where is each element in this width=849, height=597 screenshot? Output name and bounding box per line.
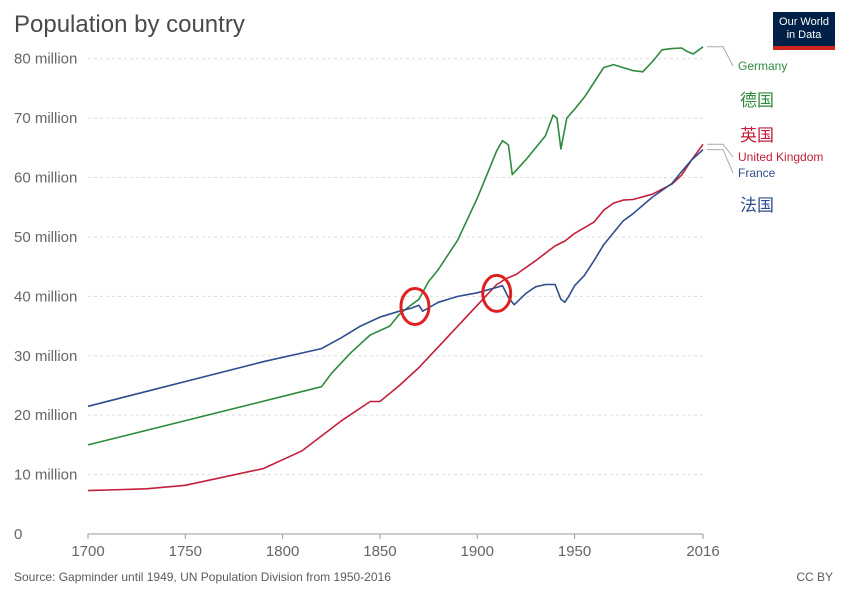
y-tick-label: 50 million — [14, 229, 77, 246]
legend: Germany 德国 United Kingdom 英国 France 法国 — [707, 46, 823, 216]
y-tick-label: 70 million — [14, 110, 77, 127]
series-annotation-label: 法国 — [740, 196, 774, 216]
x-tick-label: 2016 — [686, 543, 719, 560]
logo-line-1: Our World — [779, 16, 829, 28]
series-line-united-kingdom[interactable] — [87, 143, 704, 492]
x-tick-label: 1700 — [71, 543, 104, 560]
legend-label[interactable]: France — [738, 166, 776, 180]
license-link[interactable]: CC BY — [796, 570, 833, 584]
annotation-circle — [481, 273, 513, 313]
x-tick-label: 1950 — [558, 543, 591, 560]
x-tick-label: 1850 — [363, 543, 396, 560]
series-annotation-label: 德国 — [740, 91, 774, 111]
source-note: Source: Gapminder until 1949, UN Populat… — [14, 570, 391, 584]
legend-label[interactable]: United Kingdom — [738, 150, 823, 164]
series-line-germany[interactable] — [87, 46, 704, 446]
legend-label[interactable]: Germany — [738, 59, 787, 73]
owid-logo[interactable]: Our World in Data — [773, 12, 835, 50]
legend-connector — [707, 46, 734, 67]
y-tick-label: 10 million — [14, 467, 77, 484]
x-tick-label: 1800 — [266, 543, 299, 560]
y-tick-label: 30 million — [14, 348, 77, 365]
annotation-circles — [399, 273, 513, 326]
y-tick-label: 80 million — [14, 51, 77, 68]
series-lines — [87, 46, 704, 492]
chart-title: Population by country — [14, 11, 245, 38]
series-line-france[interactable] — [87, 149, 704, 408]
y-tick-label: 20 million — [14, 407, 77, 424]
x-tick-label: 1900 — [461, 543, 494, 560]
y-tick-label: 0 — [14, 526, 22, 543]
grid-lines — [88, 58, 703, 476]
legend-connector — [707, 149, 734, 174]
logo-line-2: in Data — [786, 29, 822, 41]
series-annotation-label: 英国 — [740, 126, 774, 146]
legend-connector — [707, 143, 734, 158]
y-tick-label: 40 million — [14, 288, 77, 305]
y-tick-label: 60 million — [14, 170, 77, 187]
y-axis-ticks: 0 10 million 20 million 30 million 40 millio… — [14, 51, 77, 543]
x-axis: 1700 1750 1800 1850 1900 1950 2016 — [71, 533, 720, 560]
x-tick-label: 1750 — [169, 543, 202, 560]
annotation-circle — [399, 286, 431, 326]
